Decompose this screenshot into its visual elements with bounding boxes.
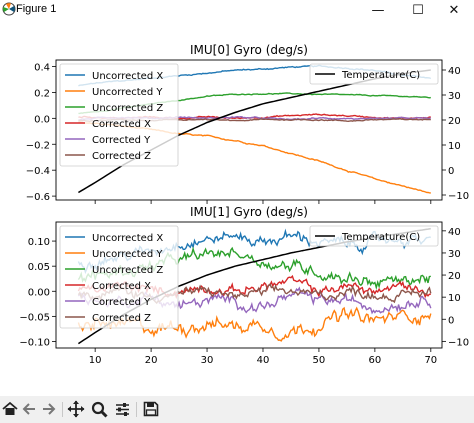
y2-tick-label: 30 xyxy=(448,249,461,260)
legend-box xyxy=(59,225,179,329)
back-arrow-icon xyxy=(22,403,35,415)
legend-label: Corrected Z xyxy=(92,151,151,162)
legend2-box xyxy=(309,63,439,85)
y-tick-label: 0.00 xyxy=(28,287,50,298)
x-tick-label: 40 xyxy=(257,355,270,366)
legend2-box xyxy=(309,225,439,247)
configure-subplots-icon xyxy=(115,402,129,416)
minimize-button[interactable]: — xyxy=(358,0,398,20)
configure-subplots-button[interactable] xyxy=(112,399,132,419)
legend-box xyxy=(59,63,179,167)
forward-arrow-icon xyxy=(43,403,56,415)
save-button[interactable] xyxy=(141,399,161,419)
y2-tick-label: −10 xyxy=(448,337,469,348)
close-button[interactable]: ✕ xyxy=(434,0,474,20)
x-tick-label: 70 xyxy=(424,355,437,366)
y-tick-label: −0.6 xyxy=(26,192,50,203)
legend-label: Corrected X xyxy=(92,281,151,292)
forward-button[interactable] xyxy=(39,399,59,419)
y2-tick-label: 0 xyxy=(448,166,454,177)
legend-label: Corrected Y xyxy=(92,297,151,308)
y-tick-label: 0.0 xyxy=(34,114,50,125)
y2-tick-label: 40 xyxy=(448,227,461,238)
y-tick-label: 0.2 xyxy=(34,88,50,99)
chart-title: IMU[0] Gyro (deg/s) xyxy=(190,43,308,57)
y-tick-label: −0.2 xyxy=(26,140,50,151)
legend-label: Corrected Y xyxy=(92,135,151,146)
y2-tick-label: 40 xyxy=(448,66,461,77)
y-tick-label: −0.4 xyxy=(26,166,50,177)
y-tick-label: 0.4 xyxy=(34,62,50,73)
figure-canvas[interactable]: IMU[0] Gyro (deg/s) 0.4 0.2 0.0 −0.2 −0.4 −0.6… xyxy=(0,20,474,395)
navigation-toolbar xyxy=(0,396,474,423)
x-tick-label: 30 xyxy=(201,355,214,366)
zoom-icon xyxy=(91,401,108,418)
y-tick-label: −0.05 xyxy=(19,312,50,323)
legend-label: Uncorrected X xyxy=(92,233,163,244)
save-icon xyxy=(143,401,159,417)
y-tick-label: 0.05 xyxy=(28,262,50,273)
legend2-label: Temperature(C) xyxy=(341,70,420,81)
legend-label: Uncorrected Z xyxy=(92,265,163,276)
y2-tick-label: 0 xyxy=(448,315,454,326)
legend-label: Uncorrected X xyxy=(92,71,163,82)
home-icon xyxy=(2,401,18,415)
legend2-label: Temperature(C) xyxy=(341,232,420,243)
matplotlib-icon xyxy=(2,2,16,16)
toolbar-separator xyxy=(136,402,137,417)
y2-tick-label: 10 xyxy=(448,293,461,304)
legend-label: Uncorrected Y xyxy=(92,87,163,98)
home-button[interactable] xyxy=(0,399,20,419)
window-titlebar: Figure 1 — ☐ ✕ xyxy=(0,0,474,20)
pan-icon xyxy=(67,400,85,418)
back-button[interactable] xyxy=(19,399,39,419)
minimize-icon: — xyxy=(371,2,385,18)
x-tick-label: 20 xyxy=(145,355,158,366)
axes-frame xyxy=(55,59,443,201)
toolbar-separator xyxy=(62,402,63,417)
y2-tick-label: −10 xyxy=(448,191,469,202)
x-tick-label: 60 xyxy=(369,355,382,366)
legend-label: Uncorrected Z xyxy=(92,103,163,114)
maximize-button[interactable]: ☐ xyxy=(398,0,438,20)
window-title: Figure 1 xyxy=(16,3,57,15)
y-tick-label: −0.10 xyxy=(19,337,50,348)
y2-tick-label: 20 xyxy=(448,271,461,282)
maximize-icon: ☐ xyxy=(412,2,424,18)
axes-frame xyxy=(55,221,443,349)
y2-tick-label: 20 xyxy=(448,116,461,127)
figure-svg: IMU[0] Gyro (deg/s) 0.4 0.2 0.0 −0.2 −0.4 −0.6… xyxy=(19,43,469,366)
legend-label: Corrected Z xyxy=(92,313,151,324)
pan-button[interactable] xyxy=(66,399,86,419)
chart-title: IMU[1] Gyro (deg/s) xyxy=(190,205,308,219)
y-tick-label: 0.10 xyxy=(28,237,50,248)
legend-label: Corrected X xyxy=(92,119,151,130)
legend-label: Uncorrected Y xyxy=(92,249,163,260)
y2-tick-label: 10 xyxy=(448,141,461,152)
close-icon: ✕ xyxy=(448,2,460,18)
x-tick-label: 50 xyxy=(313,355,326,366)
x-tick-label: 10 xyxy=(89,355,102,366)
y2-tick-label: 30 xyxy=(448,91,461,102)
zoom-button[interactable] xyxy=(89,399,109,419)
